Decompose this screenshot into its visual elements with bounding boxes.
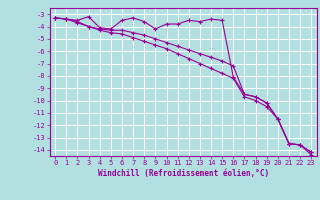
X-axis label: Windchill (Refroidissement éolien,°C): Windchill (Refroidissement éolien,°C): [98, 169, 269, 178]
